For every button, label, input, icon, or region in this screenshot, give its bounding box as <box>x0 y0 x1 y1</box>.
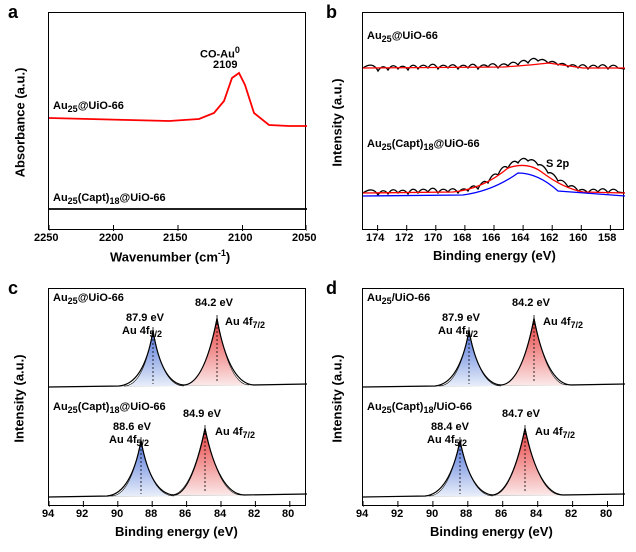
series-b-1: Au25@UiO-66 <box>367 30 438 44</box>
panel-b-plot <box>362 12 624 230</box>
xtick-c-6: 82 <box>248 508 260 520</box>
panel-d-plot <box>362 288 624 506</box>
d-sub1-name: Au25/UiO-66 <box>367 292 430 306</box>
xtick-c-2: 90 <box>111 508 123 520</box>
xtick-b-8: 158 <box>598 232 616 244</box>
c-sub1-p1e: 87.9 eV <box>126 312 164 324</box>
c-sub1-p2l: Au 4f7/2 <box>225 316 265 330</box>
xlabel-d: Binding energy (eV) <box>430 524 553 539</box>
xlabel-a: Wavenumber (cm-1) <box>110 248 230 264</box>
xtick-d-3: 88 <box>460 508 472 520</box>
panel-c-plot <box>48 288 306 506</box>
xtick-c-7: 80 <box>282 508 294 520</box>
xtick-b-4: 166 <box>482 232 500 244</box>
xtick-d-4: 86 <box>495 508 507 520</box>
xlabel-b: Binding energy (eV) <box>433 248 556 263</box>
d-sub1-p1l: Au 4f5/2 <box>438 325 478 339</box>
xtick-d-1: 92 <box>391 508 403 520</box>
figure-grid: a CO-Au0 2109 Au25@UiO-66 Au25(Capt)18@U… <box>0 0 636 552</box>
xtick-a-1: 2200 <box>99 232 123 244</box>
series-a-1: Au25@UiO-66 <box>53 100 124 114</box>
xtick-d-7: 80 <box>600 508 612 520</box>
panel-a-label: a <box>8 2 18 23</box>
ylabel-a: Absorbance (a.u.) <box>12 68 27 178</box>
ylabel-b: Intensity (a.u.) <box>330 78 345 166</box>
xtick-c-0: 94 <box>42 508 54 520</box>
panel-c: c Au25@UiO-66 87.9 eV Au 4f5/2 84.2 eV A… <box>0 276 318 552</box>
ylabel-d: Intensity (a.u.) <box>330 354 345 442</box>
xtick-d-5: 84 <box>530 508 542 520</box>
d-sub2-p1e: 88.4 eV <box>431 421 469 433</box>
panel-b: b Au25@UiO-66 Au25(Capt)18@UiO-66 S 2p 1… <box>318 0 636 276</box>
xtick-b-5: 164 <box>511 232 529 244</box>
xtick-b-1: 172 <box>395 232 413 244</box>
xtick-a-2: 2150 <box>163 232 187 244</box>
xtick-d-0: 94 <box>356 508 368 520</box>
xlabel-c: Binding energy (eV) <box>115 524 238 539</box>
panel-b-svg <box>363 13 625 231</box>
d-sub2-p1l: Au 4f5/2 <box>427 434 467 448</box>
series-b-2: Au25(Capt)18@UiO-66 <box>367 138 480 152</box>
c-sub2-p1e: 88.6 eV <box>113 421 151 433</box>
panel-c-label: c <box>8 278 18 299</box>
xtick-a-0: 2250 <box>34 232 58 244</box>
c-sub2-p2l: Au 4f7/2 <box>215 426 255 440</box>
xtick-b-3: 168 <box>453 232 471 244</box>
peak-value-2109: 2109 <box>213 59 237 71</box>
xtick-c-5: 84 <box>214 508 226 520</box>
xtick-d-2: 90 <box>426 508 438 520</box>
xtick-c-4: 86 <box>179 508 191 520</box>
xtick-d-6: 82 <box>565 508 577 520</box>
ylabel-c: Intensity (a.u.) <box>12 354 27 442</box>
panel-a: a CO-Au0 2109 Au25@UiO-66 Au25(Capt)18@U… <box>0 0 318 276</box>
panel-c-svg <box>49 289 307 507</box>
d-sub1-p2l: Au 4f7/2 <box>543 316 583 330</box>
xtick-b-2: 170 <box>424 232 442 244</box>
d-sub1-p2e: 84.2 eV <box>512 297 550 309</box>
xtick-c-1: 92 <box>76 508 88 520</box>
panel-d: d Au25/UiO-66 87.9 eV Au 4f5/2 84.2 eV A… <box>318 276 636 552</box>
panel-d-label: d <box>326 278 337 299</box>
c-sub1-name: Au25@UiO-66 <box>53 292 124 306</box>
xtick-b-7: 160 <box>569 232 587 244</box>
c-sub2-p1l: Au 4f5/2 <box>109 434 149 448</box>
series-a-2: Au25(Capt)18@UiO-66 <box>53 192 166 206</box>
d-sub2-p2l: Au 4f7/2 <box>535 426 575 440</box>
s2p-label: S 2p <box>546 158 569 170</box>
xtick-c-3: 88 <box>145 508 157 520</box>
c-sub1-p1l: Au 4f5/2 <box>122 325 162 339</box>
d-sub2-name: Au25(Capt)18/UiO-66 <box>367 401 472 415</box>
c-sub1-p2e: 84.2 eV <box>195 297 233 309</box>
c-sub2-p2e: 84.9 eV <box>183 408 221 420</box>
panel-d-svg <box>363 289 625 507</box>
xtick-a-4: 2050 <box>292 232 316 244</box>
d-sub2-p2e: 84.7 eV <box>502 408 540 420</box>
c-sub2-name: Au25(Capt)18@UiO-66 <box>53 401 166 415</box>
xtick-b-0: 174 <box>366 232 384 244</box>
panel-b-label: b <box>326 2 337 23</box>
xtick-b-6: 162 <box>540 232 558 244</box>
d-sub1-p1e: 87.9 eV <box>442 312 480 324</box>
xtick-a-3: 2100 <box>228 232 252 244</box>
